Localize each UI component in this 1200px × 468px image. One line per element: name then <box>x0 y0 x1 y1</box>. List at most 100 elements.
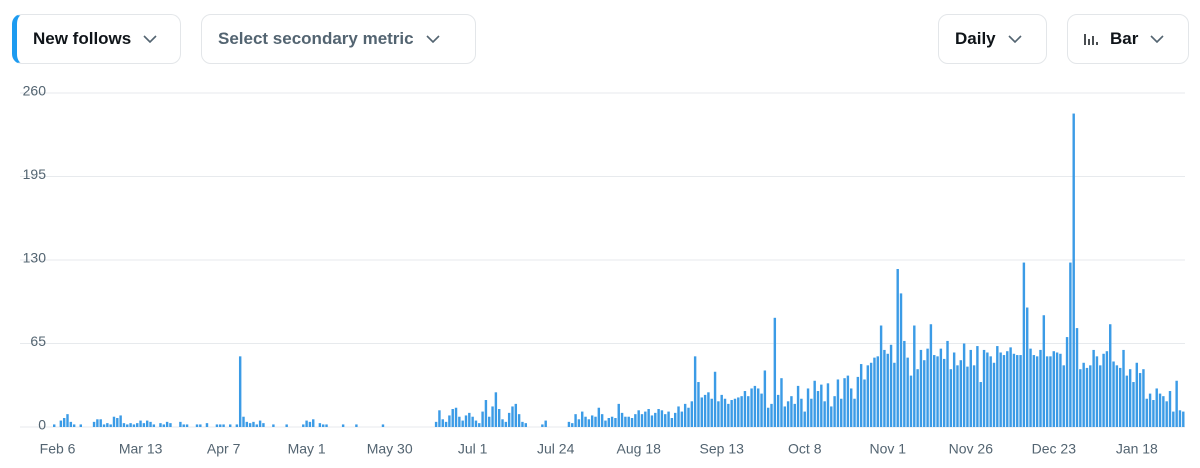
bar <box>803 411 806 427</box>
x-tick-label: Dec 23 <box>1032 441 1077 457</box>
bar <box>670 418 674 427</box>
bar <box>697 382 700 427</box>
y-tick-label: 195 <box>23 166 47 182</box>
bar <box>594 416 597 427</box>
bar <box>1142 369 1145 427</box>
bar <box>687 407 690 427</box>
bar <box>823 401 826 427</box>
bar <box>229 424 232 427</box>
y-tick-label: 0 <box>38 417 46 433</box>
bar <box>1049 356 1052 427</box>
primary-metric-dropdown[interactable]: New follows <box>12 14 181 64</box>
bar <box>873 357 876 427</box>
bar <box>750 388 753 427</box>
bar <box>1148 393 1152 427</box>
bar <box>1006 351 1009 427</box>
bar <box>946 340 949 427</box>
bar <box>969 349 972 427</box>
bar <box>607 418 610 427</box>
bar <box>122 423 126 427</box>
bar <box>112 416 116 427</box>
bar <box>381 424 385 427</box>
bar <box>806 388 810 427</box>
bar <box>1069 262 1072 427</box>
x-tick-label: Jul 1 <box>458 441 488 457</box>
x-tick-label: May 1 <box>288 441 326 457</box>
chart-style-dropdown[interactable]: Bar <box>1067 14 1189 64</box>
bar <box>544 420 547 427</box>
bar <box>106 423 109 427</box>
dropdown-label: Select secondary metric <box>218 29 414 48</box>
bar <box>903 340 906 427</box>
bar <box>1095 356 1099 427</box>
bar <box>966 366 969 427</box>
bar <box>703 394 707 427</box>
bar <box>494 392 498 427</box>
bar-chart-icon <box>1084 34 1098 45</box>
bar <box>999 352 1002 427</box>
bar <box>889 344 893 427</box>
bar <box>926 348 929 427</box>
interval-dropdown[interactable]: Daily <box>938 14 1047 64</box>
bar <box>152 424 156 427</box>
bar <box>820 384 823 427</box>
bar <box>454 407 458 427</box>
bar <box>109 424 112 427</box>
x-tick-label: Nov 1 <box>869 441 906 457</box>
bar <box>1122 349 1125 427</box>
bar <box>1138 373 1142 427</box>
bar <box>162 424 166 427</box>
bar <box>637 410 640 427</box>
bar <box>511 406 514 427</box>
bar <box>471 416 474 427</box>
bar <box>916 369 919 427</box>
bar <box>165 421 169 427</box>
bar <box>590 415 594 427</box>
bar <box>514 403 518 427</box>
bar <box>723 398 727 427</box>
bar <box>810 398 813 427</box>
bar <box>571 423 574 427</box>
bar <box>438 410 441 427</box>
bar <box>1029 348 1032 427</box>
bar <box>567 421 571 427</box>
bar <box>654 412 657 427</box>
bar <box>1055 352 1059 427</box>
bar <box>843 378 846 427</box>
bar <box>1039 349 1042 427</box>
bar <box>1132 382 1135 427</box>
bar <box>1162 396 1165 427</box>
bar <box>952 352 956 427</box>
bar <box>1178 410 1182 427</box>
bar <box>786 401 790 427</box>
secondary-metric-dropdown[interactable]: Select secondary metric <box>201 14 476 64</box>
bar <box>1128 369 1132 427</box>
bar <box>630 418 634 427</box>
bar <box>766 407 770 427</box>
bar <box>504 421 508 427</box>
bar <box>840 398 843 427</box>
bar <box>521 421 524 427</box>
bar <box>341 424 345 427</box>
bar <box>215 424 219 427</box>
chevron-icon <box>143 35 157 43</box>
bar <box>647 409 650 427</box>
bar <box>614 418 617 427</box>
bar <box>780 378 783 427</box>
bar <box>116 418 119 427</box>
bar <box>1082 362 1085 427</box>
bar <box>245 421 249 427</box>
bar <box>102 424 106 427</box>
bar <box>800 398 803 427</box>
x-tick-label: Jan 18 <box>1116 441 1158 457</box>
bar <box>1016 355 1019 427</box>
x-tick-label: May 30 <box>367 441 413 457</box>
bar <box>982 349 986 427</box>
bar <box>1009 347 1012 427</box>
bar <box>856 376 860 427</box>
bar <box>796 385 800 427</box>
bar <box>986 352 989 427</box>
bar <box>182 424 185 427</box>
bar <box>773 317 777 427</box>
bar <box>195 424 199 427</box>
